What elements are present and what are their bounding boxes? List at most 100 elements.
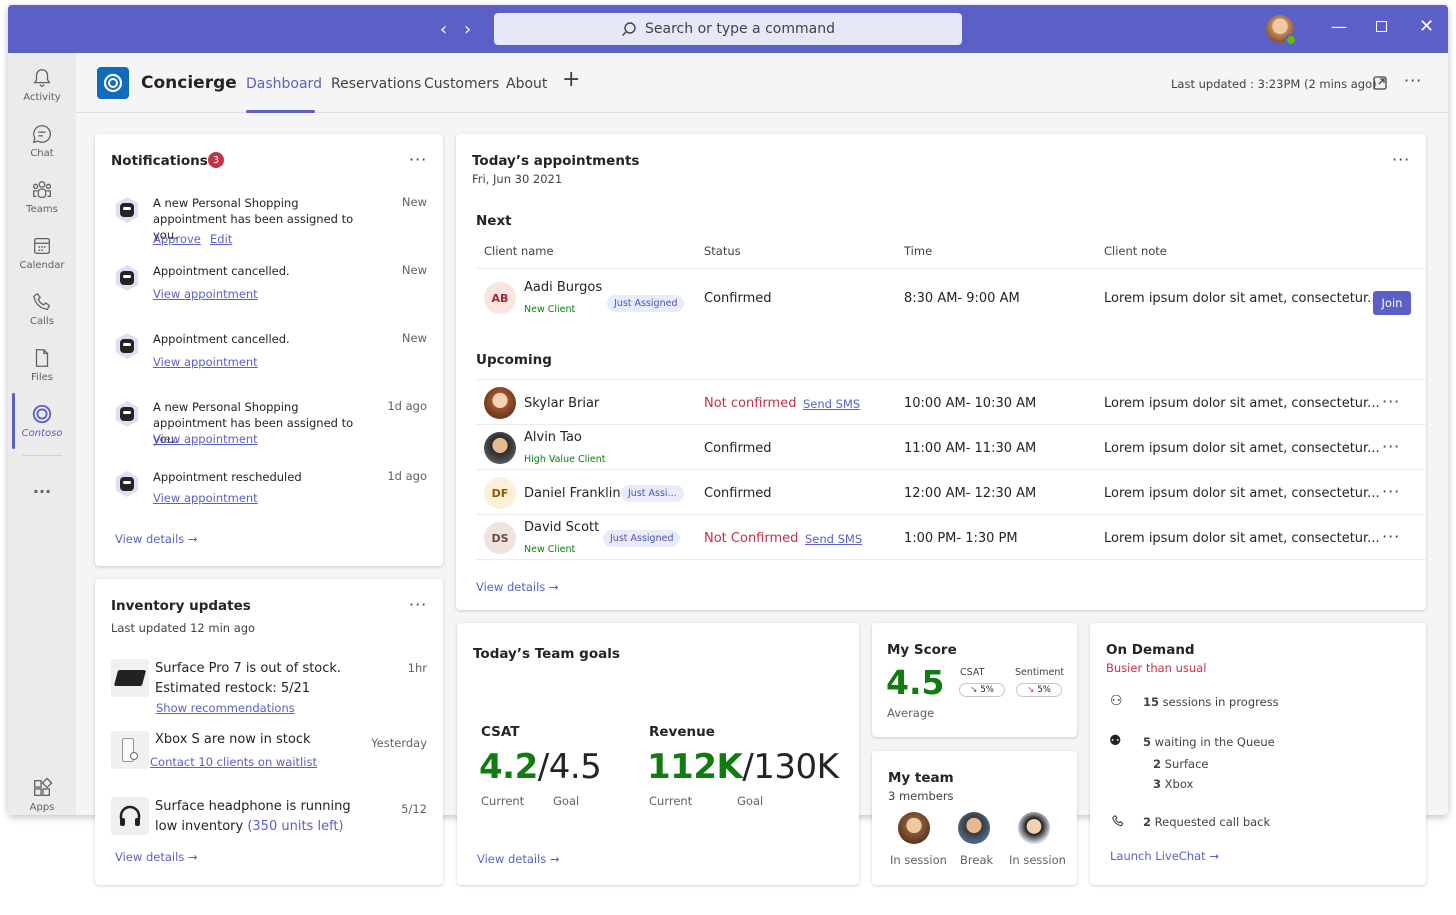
appointments-view-details-link[interactable]: View details → [476, 580, 559, 594]
rail-item-contoso[interactable]: Contoso [8, 393, 76, 449]
my-team-card: My team 3 members In session Break In se… [872, 751, 1077, 885]
rail-item-activity[interactable]: Activity [8, 57, 76, 113]
surface-pro-image [111, 659, 149, 697]
row-more-icon[interactable]: ··· [1382, 527, 1401, 546]
minimize-icon[interactable]: — [1331, 17, 1347, 36]
tab-customers[interactable]: Customers [424, 76, 500, 92]
bell-icon [33, 69, 51, 87]
revenue-goal-label: Goal [737, 794, 764, 808]
team-member-status: In session [890, 853, 947, 867]
rail-more-button[interactable]: ... [32, 477, 52, 497]
notifications-card: Notifications 3 ··· A new Personal Shopp… [95, 134, 443, 566]
tab-about[interactable]: About [506, 76, 548, 92]
client-tag: High Value Client [524, 454, 606, 465]
rail-divider [22, 455, 62, 456]
inventory-view-details-link[interactable]: View details → [115, 850, 198, 864]
bot-icon [113, 264, 141, 292]
appointment-time: 1:00 PM- 1:30 PM [904, 531, 1018, 546]
header-more-icon[interactable]: ··· [1404, 71, 1423, 90]
app-rail: Activity Chat Teams Calendar Calls Files… [8, 53, 76, 815]
view-appointment-link[interactable]: View appointment [153, 432, 258, 446]
send-sms-link[interactable]: Send SMS [805, 532, 863, 546]
tab-dashboard[interactable]: Dashboard [246, 76, 322, 92]
my-score-title: My Score [887, 642, 957, 658]
sentiment-trend-pill: ↘ 5% [1016, 683, 1062, 697]
revenue-label: Revenue [649, 724, 715, 740]
avatar: DF [484, 477, 516, 509]
column-header: Client note [1104, 244, 1167, 258]
view-appointment-link[interactable]: View appointment [153, 355, 258, 369]
inventory-title: Inventory updates [111, 598, 251, 614]
appointment-status: Confirmed [704, 441, 772, 456]
notifications-more-icon[interactable]: ··· [409, 150, 428, 169]
notifications-view-details-link[interactable]: View details → [115, 532, 198, 546]
notification-status: New [401, 263, 427, 277]
arrow-right-icon: → [187, 532, 198, 546]
approve-link[interactable]: Approve [153, 232, 201, 246]
rail-item-files[interactable]: Files [8, 337, 76, 393]
client-name: David Scott [524, 520, 600, 535]
row-more-icon[interactable]: ··· [1382, 437, 1401, 456]
app-header: Concierge Dashboard Reservations Custome… [76, 53, 1448, 113]
rail-item-chat[interactable]: Chat [8, 113, 76, 169]
upcoming-section-title: Upcoming [476, 352, 552, 368]
show-recommendations-link[interactable]: Show recommendations [156, 701, 295, 715]
score-csat-label: CSAT [960, 667, 985, 678]
headphone-image [111, 797, 149, 835]
notification-text: Appointment cancelled. [153, 264, 290, 278]
goals-view-details-link[interactable]: View details → [477, 852, 560, 866]
team-member-avatar[interactable] [1018, 812, 1050, 844]
callback-requests: 2 Requested call back [1143, 815, 1271, 829]
queue-waiting: 5 waiting in the Queue [1143, 735, 1275, 749]
rail-label: Contoso [21, 428, 63, 439]
search-input[interactable]: Search or type a command [494, 13, 962, 45]
team-member-avatar[interactable] [958, 812, 990, 844]
notification-status: New [401, 331, 427, 345]
row-divider [476, 559, 1426, 560]
on-demand-title: On Demand [1106, 642, 1195, 658]
contact-waitlist-link[interactable]: Contact 10 clients on waitlist [150, 755, 317, 769]
view-appointment-link[interactable]: View appointment [153, 491, 258, 505]
popout-icon[interactable] [1372, 75, 1388, 91]
team-member-status: In session [1009, 853, 1066, 867]
view-appointment-link[interactable]: View appointment [153, 287, 258, 301]
queue-surface: 2 Surface [1153, 757, 1209, 771]
client-note: Lorem ipsum dolor sit amet, consectetur.… [1104, 396, 1380, 411]
rail-label: Activity [23, 92, 61, 103]
arrow-right-icon: → [548, 580, 559, 594]
back-icon[interactable]: ‹ [440, 19, 448, 40]
search-icon [622, 22, 636, 36]
status-badge: Just Assigned [607, 295, 685, 312]
tab-reservations[interactable]: Reservations [331, 76, 422, 92]
bot-icon [113, 332, 141, 360]
status-badge: Just Assi... [621, 485, 684, 502]
appointment-status: Confirmed [704, 486, 772, 501]
launch-livechat-link[interactable]: Launch LiveChat → [1110, 849, 1219, 863]
rail-label: Teams [26, 204, 58, 215]
join-button[interactable]: Join [1373, 291, 1411, 315]
inventory-more-icon[interactable]: ··· [409, 595, 428, 614]
inventory-time: Yesterday [371, 736, 427, 750]
send-sms-link[interactable]: Send SMS [803, 397, 861, 411]
concierge-logo-icon [97, 67, 129, 99]
rail-item-calls[interactable]: Calls [8, 281, 76, 337]
maximize-icon[interactable] [1376, 21, 1387, 32]
title-bar: ‹ › Search or type a command — ✕ [8, 5, 1448, 53]
row-more-icon[interactable]: ··· [1382, 392, 1401, 411]
rail-item-apps[interactable]: Apps [8, 767, 76, 823]
inventory-text: Surface headphone is running low inventor… [155, 799, 351, 834]
rail-item-teams[interactable]: Teams [8, 169, 76, 225]
add-tab-button[interactable]: + [562, 67, 581, 92]
score-sentiment-label: Sentiment [1015, 667, 1065, 678]
appointments-more-icon[interactable]: ··· [1392, 150, 1411, 169]
row-more-icon[interactable]: ··· [1382, 482, 1401, 501]
team-member-avatar[interactable] [898, 812, 930, 844]
rail-item-calendar[interactable]: Calendar [8, 225, 76, 281]
client-note: Lorem ipsum dolor sit amet, consectetur.… [1104, 441, 1380, 456]
close-icon[interactable]: ✕ [1419, 16, 1435, 37]
user-avatar[interactable] [1266, 15, 1297, 46]
bot-icon [113, 196, 141, 224]
file-icon [35, 349, 49, 367]
forward-icon[interactable]: › [464, 19, 472, 40]
edit-link[interactable]: Edit [210, 232, 233, 246]
